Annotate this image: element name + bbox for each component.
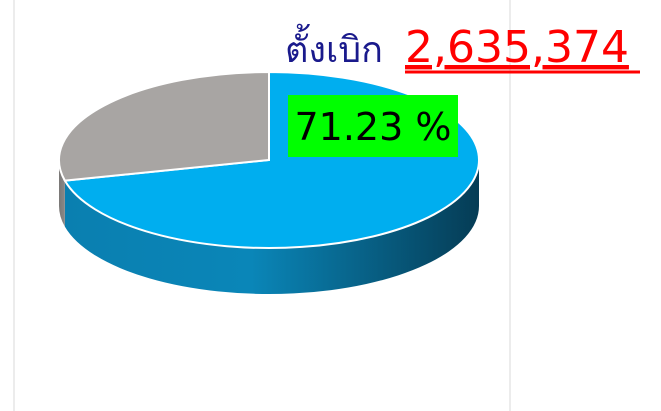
- slice-side: [59, 160, 65, 227]
- slice: [58, 70, 270, 182]
- data-label: 71.23 %: [295, 105, 452, 149]
- plot-frame: [13, 0, 511, 411]
- pie: 71.23 %: [58, 70, 480, 295]
- total-amount: 2,635,374: [405, 22, 629, 73]
- slice-side: [64, 160, 480, 295]
- data-label-box: [288, 95, 458, 157]
- chart-title: ตั้งเบิก: [285, 23, 383, 71]
